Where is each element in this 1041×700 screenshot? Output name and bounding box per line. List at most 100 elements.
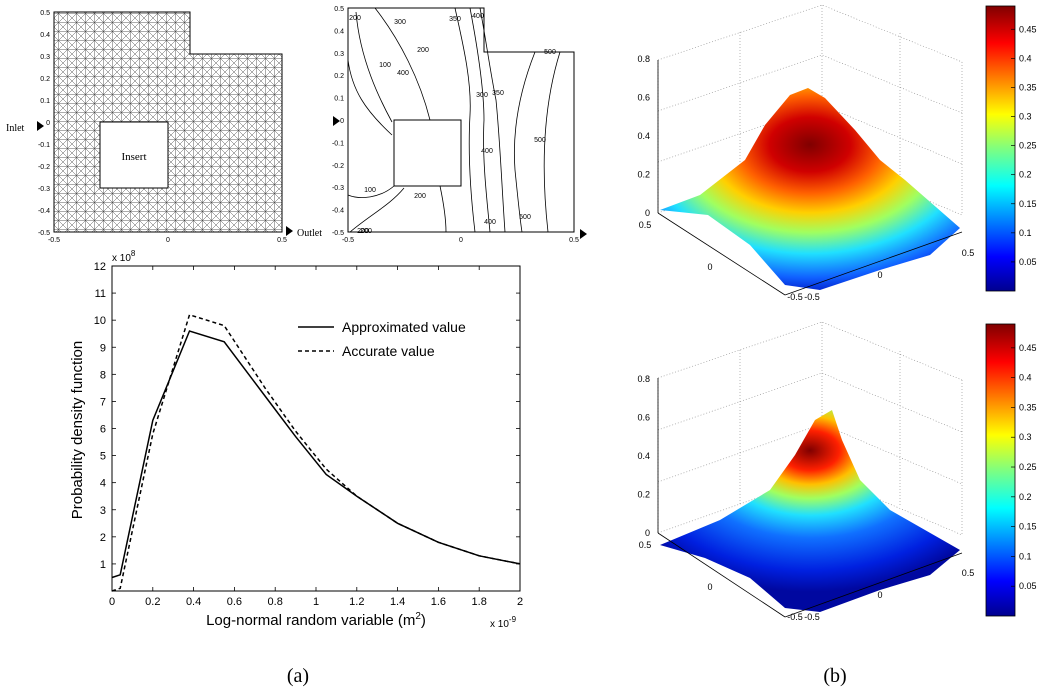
colorbar-tick-label: 0.15 bbox=[1019, 522, 1037, 532]
surface-2-tick-labels: 0 0.2 0.4 0.6 0.8 0.5 0 -0.5 -0.5 0 0.5 bbox=[637, 374, 974, 622]
x-axis-tick-label: 0.5 bbox=[962, 568, 975, 578]
contour-y-tick: 0 bbox=[340, 118, 344, 125]
x-axis-tick-label: 0 bbox=[877, 590, 882, 600]
contour-y-tick: 0.5 bbox=[334, 6, 344, 13]
domain-y-tick: 0.3 bbox=[40, 54, 50, 61]
colorbar-tick-label: 0.1 bbox=[1019, 228, 1032, 238]
x-tick-label: 1 bbox=[313, 596, 319, 608]
x-tick-label: 0 bbox=[109, 596, 115, 608]
contour-label: 500 bbox=[544, 49, 556, 56]
contour-x-tick: 0 bbox=[459, 237, 463, 244]
z-tick-label: 0.4 bbox=[637, 451, 650, 461]
z-tick-label: 0.6 bbox=[637, 413, 650, 423]
x-axis-tick-label: -0.5 bbox=[804, 612, 820, 622]
contour-label: 300 bbox=[476, 92, 488, 99]
contour-label: 500 bbox=[534, 137, 546, 144]
colorbar-tick-label: 0.05 bbox=[1019, 257, 1037, 267]
insert-label: Insert bbox=[121, 151, 146, 163]
contour-label: 100 bbox=[379, 62, 391, 69]
y-tick-label: 4 bbox=[100, 478, 106, 490]
colorbar-2 bbox=[985, 323, 1016, 617]
y-tick-label: 3 bbox=[100, 505, 106, 517]
domain-x-tick: -0.5 bbox=[48, 237, 60, 244]
x-axis-tick-label: -0.5 bbox=[804, 292, 820, 302]
x-tick-label: 2 bbox=[517, 596, 523, 608]
y-multiplier-label: x 108 bbox=[112, 249, 136, 264]
x-tick-label: 1.6 bbox=[431, 596, 446, 608]
y-tick-label: 12 bbox=[94, 261, 106, 273]
contour-label: 200 bbox=[360, 228, 372, 235]
colorbar-tick-label: 0.2 bbox=[1019, 492, 1032, 502]
z-tick-label: 0 bbox=[645, 208, 650, 218]
x-axis-tick-label: 0.5 bbox=[962, 248, 975, 258]
colorbar-tick-label: 0.3 bbox=[1019, 112, 1032, 122]
surface-plot-1: 0 0.2 0.4 0.6 0.8 0.5 0 -0.5 -0.5 0 0.5 0.45 0.4 0.3… bbox=[637, 4, 1037, 302]
colorbar-tick-label: 0.2 bbox=[1019, 170, 1032, 180]
contour-inlet-arrow-icon bbox=[333, 116, 340, 126]
domain-y-tick-labels: 0.5 0.4 0.3 0.2 0.1 0 -0.1 -0.2 -0.3 -0.4 -0.5 bbox=[38, 10, 50, 237]
outlet-label: Outlet bbox=[297, 228, 322, 239]
y-tick-label: 1 bbox=[100, 559, 106, 571]
y-tick-label: 5 bbox=[100, 451, 106, 463]
contour-y-tick: 0.1 bbox=[334, 96, 344, 103]
inlet-arrow-icon bbox=[37, 121, 44, 131]
y-axis-tick-label: 0 bbox=[707, 262, 712, 272]
y-axis-tick-label: 0 bbox=[707, 582, 712, 592]
y-tick-label: 6 bbox=[100, 424, 106, 436]
x-tick-label: 0.8 bbox=[268, 596, 283, 608]
colorbar-tick-label: 0.25 bbox=[1019, 462, 1037, 472]
domain-y-tick: 0.2 bbox=[40, 76, 50, 83]
contour-outlet-arrow-icon bbox=[580, 229, 587, 239]
contour-y-tick: -0.2 bbox=[332, 163, 344, 170]
colorbar-tick-label: 0.35 bbox=[1019, 402, 1037, 412]
x-tick-label: 1.4 bbox=[390, 596, 405, 608]
contour-x-tick: -0.5 bbox=[342, 237, 354, 244]
contour-y-tick: -0.1 bbox=[332, 140, 344, 147]
insert-block bbox=[99, 121, 169, 189]
contour-label: 400 bbox=[484, 219, 496, 226]
surface-1-axis-right bbox=[784, 231, 963, 296]
surface-2-axis-right bbox=[784, 552, 963, 618]
chart-ticks: 0 0.2 0.4 0.6 0.8 1 1.2 1.4 1.6 1.8 21234567891011… bbox=[94, 261, 523, 608]
domain-x-tick-labels: -0.5 0 0.5 bbox=[48, 237, 287, 244]
chart-plot-area bbox=[111, 265, 521, 592]
contour-label: 300 bbox=[394, 19, 406, 26]
contour-y-tick: 0.4 bbox=[334, 28, 344, 35]
colorbar-1 bbox=[985, 5, 1016, 292]
y-axis-tick-label: 0.5 bbox=[639, 540, 652, 550]
legend-accurate-label: Accurate value bbox=[342, 343, 435, 359]
colorbar-tick-label: 0.45 bbox=[1019, 343, 1037, 353]
colorbar-1-tick-labels: 0.45 0.4 0.35 0.3 0.25 0.2 0.15 0.1 0.05 bbox=[1011, 24, 1037, 267]
legend-approximated-label: Approximated value bbox=[342, 319, 466, 335]
domain-y-tick: -0.1 bbox=[38, 142, 50, 149]
contour-label: 350 bbox=[492, 90, 504, 97]
colorbar-2-tick-labels: 0.45 0.4 0.35 0.3 0.25 0.2 0.15 0.1 0.05 bbox=[1011, 343, 1037, 591]
contour-lines bbox=[347, 7, 561, 233]
y-tick-label: 11 bbox=[95, 288, 106, 300]
y-tick-label: 10 bbox=[94, 315, 106, 327]
domain-y-tick: 0.5 bbox=[40, 10, 50, 17]
contour-label: 350 bbox=[449, 16, 461, 23]
domain-y-tick: -0.2 bbox=[38, 164, 50, 171]
contour-y-tick: 0.3 bbox=[334, 51, 344, 58]
z-tick-label: 0.4 bbox=[637, 131, 650, 141]
subfigure-label-b: (b) bbox=[823, 665, 846, 687]
contour-y-tick-labels: 0.5 0.4 0.3 0.2 0.1 0 -0.1 -0.2 -0.3 -0.4 -0.5 bbox=[332, 6, 344, 237]
x-tick-label: 0.6 bbox=[227, 596, 242, 608]
surface-2-mesh bbox=[660, 410, 960, 612]
z-tick-label: 0.8 bbox=[637, 54, 650, 64]
domain-y-tick: 0.1 bbox=[40, 98, 50, 105]
colorbar-tick-label: 0.4 bbox=[1019, 373, 1032, 383]
chart-series bbox=[111, 313, 521, 592]
y-axis-tick-label: -0.5 bbox=[787, 612, 803, 622]
x-tick-label: 1.8 bbox=[472, 596, 487, 608]
y-axis-tick-label: -0.5 bbox=[787, 292, 803, 302]
contour-label: 200 bbox=[357, 228, 369, 235]
chart-legend: Approximated value Accurate value bbox=[298, 319, 466, 359]
x-axis-label: Log-normal random variable (m2) bbox=[206, 611, 426, 629]
series-line-accurate bbox=[111, 313, 521, 592]
x-axis-tick-label: 0 bbox=[877, 270, 882, 280]
contour-y-tick: 0.2 bbox=[334, 73, 344, 80]
domain-y-tick: -0.5 bbox=[38, 230, 50, 237]
contour-panel: 200 300 350 400 200 100 300 350 400 500 400 500 100 2… bbox=[332, 6, 587, 244]
